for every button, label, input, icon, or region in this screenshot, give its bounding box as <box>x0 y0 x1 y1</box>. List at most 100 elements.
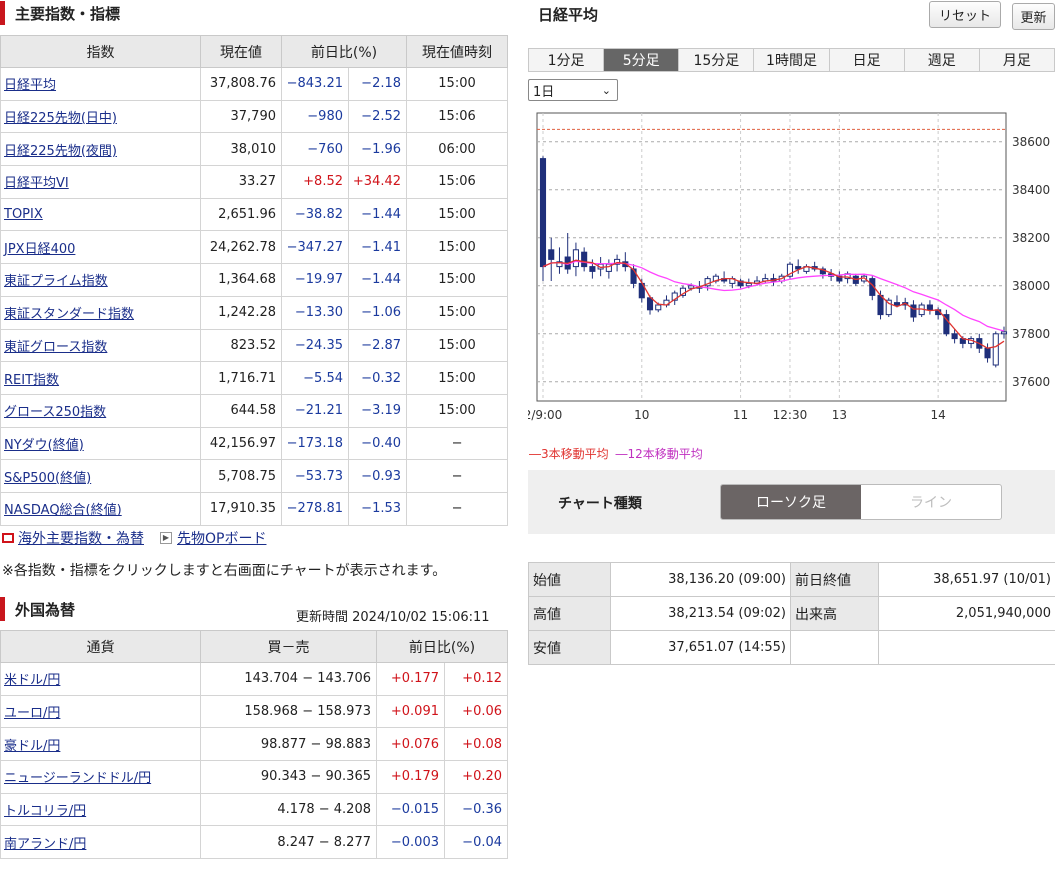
overseas-indices-link[interactable]: 海外主要指数・為替 <box>18 531 144 547</box>
legend-ma12-label: 12本移動平均 <box>627 447 703 461</box>
currency-link[interactable]: ニュージーランドドル/円 <box>0 760 201 794</box>
candle-body <box>655 304 662 311</box>
period-select[interactable]: 1日 ⌄ <box>528 79 618 101</box>
refresh-button[interactable]: 更新 <box>1012 3 1055 30</box>
header-fx-change: 前日比(%) <box>375 630 509 663</box>
index-row[interactable]: NYダウ(終値) 42,156.97 −173.18 −0.40− <box>0 426 509 461</box>
legend-ma12: ―12本移動平均 <box>615 447 703 461</box>
fx-title: 外国為替 <box>15 600 76 619</box>
index-change: −53.73 <box>281 459 349 493</box>
index-row[interactable]: S&P500(終値) 5,708.75 −53.73 −0.93− <box>0 459 509 493</box>
reset-button[interactable]: リセット <box>929 1 1001 28</box>
candle-body <box>630 268 637 284</box>
index-name-link[interactable]: 東証プライム指数 <box>0 263 201 297</box>
index-row[interactable]: 東証スタンダード指数 1,242.28 −13.30 −1.06 15:00 <box>0 295 509 330</box>
candlestick-option[interactable]: ローソク足 <box>721 485 861 519</box>
play-icon: ▶ <box>160 532 172 544</box>
fx-row[interactable]: 南アランド/円 8.247 − 8.277 −0.003 −0.04 <box>0 825 509 860</box>
candle-body <box>556 261 563 268</box>
index-row[interactable]: 日経平均VI 33.27 +8.52 +34.42 15:06 <box>0 165 509 199</box>
index-name-link[interactable]: TOPIX <box>0 197 201 232</box>
index-change: −5.54 <box>281 361 349 395</box>
index-row[interactable]: 東証グロース指数 823.52 −24.35 −2.87 15:00 <box>0 328 509 363</box>
index-row[interactable]: 東証プライム指数 1,364.68 −19.97 −1.44 15:00 <box>0 263 509 297</box>
index-row[interactable]: JPX日経400 24,262.78 −347.27 −1.41 15:00 <box>0 230 509 265</box>
index-row[interactable]: 日経平均 37,808.76 −843.21 −2.18 15:00 <box>0 67 509 101</box>
currency-link[interactable]: 豪ドル/円 <box>0 727 201 762</box>
indices-table: 指数 現在値 前日比(%) 現在値時刻 日経平均 37,808.76 −843.21… <box>0 35 509 526</box>
prev-close-label: 前日終値 <box>790 562 879 597</box>
index-row[interactable]: REIT指数 1,716.71 −5.54 −0.32 15:00 <box>0 361 509 395</box>
fx-updated-time: 更新時間 2024/10/02 15:06:11 <box>296 610 490 625</box>
candle-body <box>836 275 843 282</box>
index-change-pct: −1.06 <box>347 295 408 330</box>
line-option[interactable]: ライン <box>910 495 952 511</box>
index-change-pct: −1.41 <box>347 230 408 265</box>
index-change-pct: −0.40 <box>347 426 408 461</box>
index-time: − <box>406 426 509 461</box>
index-name-link[interactable]: 東証グロース指数 <box>0 328 201 363</box>
fx-row[interactable]: 豪ドル/円 98.877 − 98.883 +0.076 +0.08 <box>0 727 509 762</box>
index-row[interactable]: 日経225先物(夜間) 38,010 −760 −1.96 06:00 <box>0 132 509 167</box>
tab-timeframe[interactable]: 日足 <box>829 49 905 71</box>
index-value: 42,156.97 <box>200 426 282 461</box>
fx-row[interactable]: 米ドル/円 143.704 − 143.706 +0.177 +0.12 <box>0 662 509 696</box>
index-value: 1,242.28 <box>200 295 282 330</box>
index-name-link[interactable]: 日経225先物(日中) <box>0 99 201 134</box>
index-value: 24,262.78 <box>200 230 282 265</box>
fx-row[interactable]: ユーロ/円 158.968 − 158.973 +0.091 +0.06 <box>0 694 509 729</box>
fx-change-pct: +0.12 <box>443 662 509 696</box>
index-change: −38.82 <box>281 197 349 232</box>
tab-timeframe[interactable]: 週足 <box>904 49 980 71</box>
header-time: 現在値時刻 <box>406 35 509 68</box>
candle-body <box>737 280 744 287</box>
tab-timeframe[interactable]: 1分足 <box>529 49 605 71</box>
chart-type-label: チャート種類 <box>558 496 642 512</box>
candle-body <box>572 249 579 268</box>
index-name-link[interactable]: REIT指数 <box>0 361 201 395</box>
x-tick-label: 2/9:00 <box>528 408 562 422</box>
index-row[interactable]: 日経225先物(日中) 37,790 −980 −2.52 15:06 <box>0 99 509 134</box>
index-change-pct: −2.52 <box>347 99 408 134</box>
sub-links: 海外主要指数・為替 ▶ 先物OPボード <box>2 528 266 548</box>
index-name-link[interactable]: 日経225先物(夜間) <box>0 132 201 167</box>
futures-op-board-link[interactable]: 先物OPボード <box>177 531 267 547</box>
index-change: −278.81 <box>281 491 349 526</box>
index-change: −760 <box>281 132 349 167</box>
index-name-link[interactable]: NASDAQ総合(終値) <box>0 491 201 526</box>
candle-body <box>951 333 958 340</box>
index-name-link[interactable]: 日経平均 <box>0 67 201 101</box>
candle-body <box>671 292 678 301</box>
index-time: 15:00 <box>406 295 509 330</box>
index-time: 15:00 <box>406 197 509 232</box>
chart-type-panel: チャート種類 ローソク足 ライン <box>528 470 1055 534</box>
chart-legend: ―3本移動平均 ―12本移動平均 <box>529 445 703 462</box>
index-row[interactable]: グロース250指数 644.58 −21.21 −3.19 15:00 <box>0 393 509 428</box>
fx-row[interactable]: トルコリラ/円 4.178 − 4.208 −0.015 −0.36 <box>0 792 509 827</box>
fx-change-pct: −0.36 <box>443 792 509 827</box>
fx-change-pct: +0.08 <box>443 727 509 762</box>
empty-label <box>790 630 879 665</box>
index-name-link[interactable]: S&P500(終値) <box>0 459 201 493</box>
x-tick-label: 11 <box>733 408 748 422</box>
candle-body <box>745 282 752 287</box>
fx-row[interactable]: ニュージーランドドル/円 90.343 − 90.365 +0.179 +0.20 <box>0 760 509 794</box>
index-name-link[interactable]: グロース250指数 <box>0 393 201 428</box>
index-row[interactable]: NASDAQ総合(終値) 17,910.35 −278.81 −1.53− <box>0 491 509 526</box>
index-change: −24.35 <box>281 328 349 363</box>
index-name-link[interactable]: 東証スタンダード指数 <box>0 295 201 330</box>
index-name-link[interactable]: NYダウ(終値) <box>0 426 201 461</box>
currency-link[interactable]: 米ドル/円 <box>0 662 201 696</box>
candle-body <box>943 314 950 335</box>
currency-link[interactable]: 南アランド/円 <box>0 825 201 860</box>
index-name-link[interactable]: JPX日経400 <box>0 230 201 265</box>
tab-timeframe[interactable]: 15分足 <box>679 49 755 71</box>
currency-link[interactable]: トルコリラ/円 <box>0 792 201 827</box>
tab-timeframe[interactable]: 月足 <box>979 49 1054 71</box>
currency-link[interactable]: ユーロ/円 <box>0 694 201 729</box>
candle-body <box>1000 331 1008 335</box>
index-name-link[interactable]: 日経平均VI <box>0 165 201 199</box>
tab-timeframe[interactable]: 1時間足 <box>754 49 830 71</box>
index-row[interactable]: TOPIX 2,651.96 −38.82 −1.44 15:00 <box>0 197 509 232</box>
tab-timeframe[interactable]: 5分足 <box>604 49 680 71</box>
